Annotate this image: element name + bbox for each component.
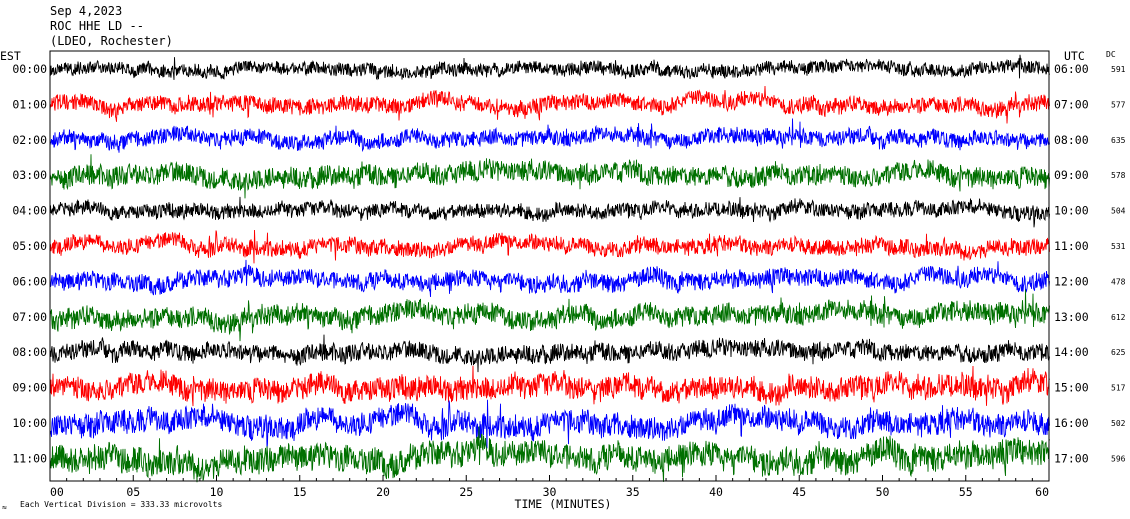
- trace-0700: [49, 289, 1050, 342]
- dc-value: 504: [1111, 207, 1126, 216]
- dc-value: 612: [1111, 313, 1126, 322]
- est-hour-label: 01:00: [12, 97, 47, 111]
- x-tick-label: 30: [543, 485, 557, 499]
- x-tick-label: 15: [293, 485, 307, 499]
- dc-labels: 591 577 635 578 504 531 478 612 625 517 502 596: [1111, 65, 1126, 463]
- dc-value: 531: [1111, 242, 1126, 251]
- utc-hour-label: 13:00: [1054, 310, 1089, 324]
- dc-value: 478: [1111, 277, 1126, 286]
- utc-hour-label: 11:00: [1054, 239, 1089, 253]
- est-hour-label: 08:00: [12, 345, 47, 359]
- est-hour-label: 07:00: [12, 310, 47, 324]
- x-tick-label: 10: [210, 485, 224, 499]
- dc-value: 517: [1111, 384, 1126, 393]
- x-tick-label: 25: [459, 485, 473, 499]
- date-label: Sep 4,2023: [50, 4, 122, 18]
- utc-hour-label: 16:00: [1054, 416, 1089, 430]
- utc-hour-label: 12:00: [1054, 274, 1089, 288]
- est-axis-title: EST: [0, 49, 21, 63]
- utc-hour-label: 17:00: [1054, 451, 1089, 465]
- est-hour-label: 09:00: [12, 381, 47, 395]
- utc-labels: 06:00 07:00 08:00 09:00 10:00 11:00 12:00 13:00…: [1054, 62, 1089, 465]
- utc-hour-label: 15:00: [1054, 381, 1089, 395]
- trace-0200: [49, 118, 1050, 153]
- dc-value: 578: [1111, 171, 1126, 180]
- dc-value: 596: [1111, 454, 1126, 463]
- dc-value: 577: [1111, 100, 1126, 109]
- trace-0800: [49, 334, 1050, 373]
- network-label: (LDEO, Rochester): [50, 34, 173, 48]
- est-hour-label: 11:00: [12, 451, 47, 465]
- x-tick-label: 20: [376, 485, 390, 499]
- trace-0900: [49, 365, 1050, 407]
- utc-hour-label: 08:00: [1054, 133, 1089, 147]
- est-hour-label: 05:00: [12, 239, 47, 253]
- x-tick-label: 40: [709, 485, 723, 499]
- trace-layer: [49, 54, 1050, 483]
- dc-value: 625: [1111, 348, 1126, 357]
- utc-hour-label: 07:00: [1054, 97, 1089, 111]
- x-axis-title: TIME (MINUTES): [515, 497, 612, 511]
- x-tick-label: 35: [626, 485, 640, 499]
- trace-0600: [49, 259, 1050, 298]
- est-hour-label: 10:00: [12, 416, 47, 430]
- scale-note: Each Vertical Division = 333.33 microvol…: [20, 500, 222, 509]
- trace-1100: [49, 426, 1050, 483]
- est-hour-label: 06:00: [12, 274, 47, 288]
- x-tick-label: 55: [959, 485, 973, 499]
- utc-hour-label: 10:00: [1054, 204, 1089, 218]
- footer-symbol: ≈: [2, 503, 7, 512]
- x-tick-label: 45: [792, 485, 806, 499]
- dc-value: 635: [1111, 136, 1126, 145]
- utc-hour-label: 14:00: [1054, 345, 1089, 359]
- trace-0400: [49, 196, 1050, 228]
- utc-hour-label: 09:00: [1054, 168, 1089, 182]
- station-label: ROC HHE LD --: [50, 19, 144, 33]
- dc-value: 502: [1111, 419, 1126, 428]
- x-tick-label: 60: [1035, 485, 1049, 499]
- x-tick-label: 05: [126, 485, 140, 499]
- x-tick-label: 00: [50, 485, 64, 499]
- utc-axis-title: UTC: [1064, 49, 1085, 63]
- trace-0000: [49, 54, 1050, 81]
- est-hour-label: 00:00: [12, 62, 47, 76]
- x-tick-label: 50: [876, 485, 890, 499]
- trace-0100: [49, 85, 1050, 124]
- utc-hour-label: 06:00: [1054, 62, 1089, 76]
- est-hour-label: 04:00: [12, 204, 47, 218]
- dc-column-title: DC: [1106, 50, 1116, 59]
- x-axis-ticks: 00 05 10 15 20 25 30 35 40 45 50 55 60: [49, 475, 1050, 499]
- est-labels: 00:00 01:00 02:00 03:00 04:00 05:00 06:00 07:00…: [12, 62, 47, 465]
- trace-0300: [49, 154, 1050, 199]
- trace-1000: [49, 399, 1050, 450]
- est-hour-label: 03:00: [12, 168, 47, 182]
- dc-value: 591: [1111, 65, 1126, 74]
- trace-0500: [49, 229, 1050, 264]
- est-hour-label: 02:00: [12, 133, 47, 147]
